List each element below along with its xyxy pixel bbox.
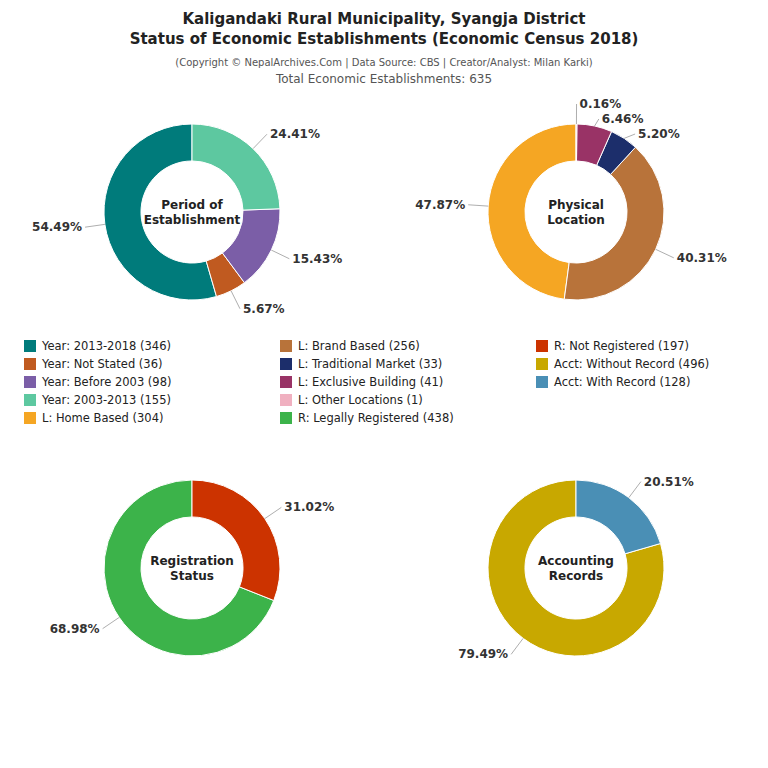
legend-label: Year: 2013-2018 (346) xyxy=(41,339,171,353)
legend-label: Acct: Without Record (496) xyxy=(554,357,709,371)
leader-line xyxy=(656,249,674,257)
data-label: 5.67% xyxy=(243,302,285,316)
legend-swatch xyxy=(536,358,548,370)
data-label: 47.87% xyxy=(415,198,465,212)
pie-chart: PhysicalLocation 47.87% 40.31% 5.20%6.46%0.… xyxy=(415,97,727,300)
legend-label: Year: 2003-2013 (155) xyxy=(41,393,171,407)
data-label: 79.49% xyxy=(458,647,508,661)
leader-line xyxy=(624,134,635,138)
legend-label: Acct: With Record (128) xyxy=(554,375,690,389)
pie-slice xyxy=(577,124,612,165)
center-label: PhysicalLocation xyxy=(547,198,605,227)
title: Kaligandaki Rural Municipality, Syangja … xyxy=(182,10,585,28)
legend-swatch xyxy=(536,340,548,352)
legend-swatch xyxy=(24,394,36,406)
data-label: 15.43% xyxy=(292,252,342,266)
center-label-line: Registration xyxy=(150,554,234,568)
leader-line xyxy=(511,638,523,654)
data-label: 68.98% xyxy=(50,622,100,636)
center-label-line: Physical xyxy=(548,198,604,212)
legend-swatch xyxy=(280,394,292,406)
center-label-line: Location xyxy=(547,213,605,227)
center-label: RegistrationStatus xyxy=(150,554,234,583)
leader-line xyxy=(265,507,282,518)
legend: Year: 2013-2018 (346) Year: Not Stated (3… xyxy=(24,339,709,425)
center-label-line: Status xyxy=(170,569,214,583)
center-label: Period ofEstablishment xyxy=(144,198,241,227)
pie-chart: RegistrationStatus 68.98% 31.02% xyxy=(50,480,335,656)
center-label-line: Period of xyxy=(161,198,223,212)
data-label: 24.41% xyxy=(270,127,320,141)
legend-swatch xyxy=(24,376,36,388)
legend-label: L: Traditional Market (33) xyxy=(298,357,442,371)
center-label-line: Accounting xyxy=(538,554,614,568)
title: Status of Economic Establishments (Econo… xyxy=(130,30,639,48)
leader-line xyxy=(271,250,289,259)
legend-label: L: Brand Based (256) xyxy=(298,339,420,353)
leader-line xyxy=(595,119,599,126)
center-label: AccountingRecords xyxy=(538,554,614,583)
legend-label: R: Legally Registered (438) xyxy=(298,411,454,425)
legend-label: L: Home Based (304) xyxy=(42,411,163,425)
subtitle: Total Economic Establishments: 635 xyxy=(275,72,492,86)
chart-canvas: Kaligandaki Rural Municipality, Syangja … xyxy=(0,0,768,768)
legend-label: L: Exclusive Building (41) xyxy=(298,375,443,389)
legend-swatch xyxy=(536,376,548,388)
leader-line xyxy=(85,224,105,227)
legend-swatch xyxy=(280,358,292,370)
data-label: 31.02% xyxy=(284,500,334,514)
subtitle: (Copyright © NepalArchives.Com | Data So… xyxy=(175,57,592,69)
pie-slice xyxy=(488,480,664,656)
data-label: 20.51% xyxy=(644,475,694,489)
legend-swatch xyxy=(280,340,292,352)
data-label: 0.16% xyxy=(580,97,622,111)
legend-swatch xyxy=(280,412,292,424)
leader-line xyxy=(629,482,641,498)
legend-swatch xyxy=(24,358,36,370)
legend-swatch xyxy=(280,376,292,388)
legend-label: Year: Not Stated (36) xyxy=(41,357,162,371)
legend-swatch xyxy=(24,412,36,424)
data-label: 6.46% xyxy=(602,112,644,126)
pie-slice xyxy=(576,124,578,161)
center-label-line: Establishment xyxy=(144,213,241,227)
pie-chart: Period ofEstablishment 54.49% 5.67% 15.43% 2… xyxy=(32,124,342,316)
pie-slice xyxy=(576,480,661,554)
legend-label: Year: Before 2003 (98) xyxy=(41,375,171,389)
center-label-line: Records xyxy=(549,569,603,583)
data-label: 40.31% xyxy=(677,251,727,265)
data-label: 54.49% xyxy=(32,220,82,234)
legend-swatch xyxy=(24,340,36,352)
leader-line xyxy=(468,205,488,206)
legend-label: R: Not Registered (197) xyxy=(554,339,689,353)
leader-line xyxy=(231,291,240,309)
leader-line xyxy=(253,134,267,148)
leader-line xyxy=(576,104,577,124)
data-label: 5.20% xyxy=(638,127,680,141)
pie-chart: AccountingRecords 79.49% 20.51% xyxy=(458,475,694,662)
leader-line xyxy=(103,617,120,628)
legend-label: L: Other Locations (1) xyxy=(298,393,423,407)
background xyxy=(0,0,768,768)
